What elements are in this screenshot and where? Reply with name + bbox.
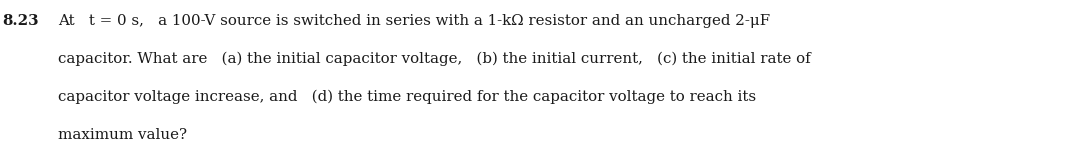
- Text: 8.23: 8.23: [2, 14, 38, 28]
- Text: maximum value?: maximum value?: [58, 128, 187, 142]
- Text: capacitor. What are   (a) the initial capacitor voltage,   (b) the initial curre: capacitor. What are (a) the initial capa…: [58, 52, 811, 66]
- Text: At   t = 0 s,   a 100-V source is switched in series with a 1-kΩ resistor and an: At t = 0 s, a 100-V source is switched i…: [58, 14, 770, 28]
- Text: capacitor voltage increase, and   (d) the time required for the capacitor voltag: capacitor voltage increase, and (d) the …: [58, 90, 757, 104]
